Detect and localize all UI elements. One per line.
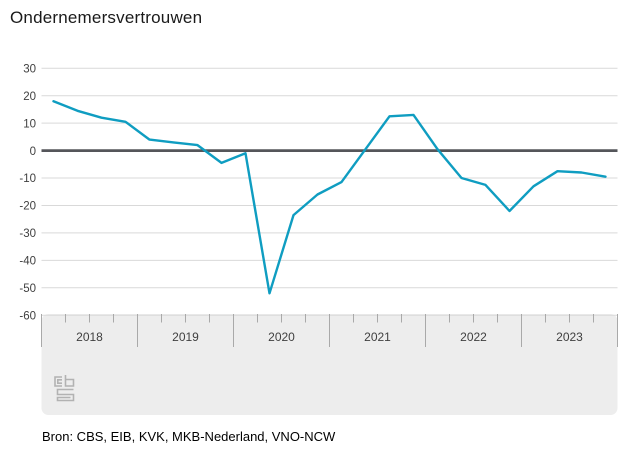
y-axis-label: -40 (19, 256, 36, 268)
y-axis-label: 0 (30, 146, 36, 158)
source-text: Bron: CBS, EIB, KVK, MKB-Nederland, VNO-… (42, 429, 336, 444)
y-gridlines (41, 67, 618, 316)
logo-letter-s (56, 388, 75, 402)
y-axis-label: -30 (19, 228, 36, 240)
year-label: 2018 (76, 330, 103, 344)
y-axis-label: 30 (23, 64, 36, 76)
year-label: 2022 (460, 330, 487, 344)
y-axis-labels: 30 20 10 0 -10 -20 -30 -40 -50 -60 (19, 64, 36, 323)
logo-letter-b (64, 375, 75, 387)
logo-letter-c-inner (57, 379, 62, 384)
y-axis-label: -10 (19, 173, 36, 185)
y-axis-label: 10 (23, 118, 36, 130)
year-labels: 2018 2019 2020 2021 2022 2023 (76, 330, 583, 344)
year-label: 2023 (556, 330, 583, 344)
x-axis-ticks (41, 314, 618, 347)
y-axis-label: -20 (19, 201, 36, 213)
y-axis-label: 20 (23, 91, 36, 103)
logo-letter-c (54, 376, 62, 387)
page-title: Ondernemersvertrouwen (10, 8, 203, 27)
year-label: 2021 (364, 330, 391, 344)
y-axis-label: -60 (19, 310, 36, 322)
series (52, 99, 607, 295)
year-label: 2019 (172, 330, 199, 344)
confidence-series-line (52, 99, 607, 295)
cbs-logo (54, 375, 75, 402)
y-axis-label: -50 (19, 283, 36, 295)
year-label: 2020 (268, 330, 295, 344)
x-axis-band (41, 314, 618, 415)
